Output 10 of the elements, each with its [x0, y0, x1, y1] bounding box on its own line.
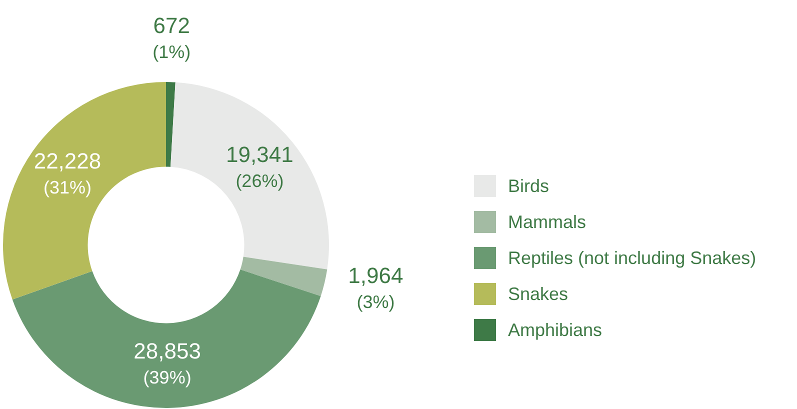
- legend-label: Mammals: [508, 212, 586, 232]
- legend-label: Birds: [508, 176, 550, 196]
- legend-label: Amphibians: [508, 320, 602, 340]
- data-label: 19,341 (26%): [226, 142, 294, 191]
- data-label: 1,964 (3%): [348, 262, 404, 312]
- data-label: 28,853 (39%): [134, 338, 201, 388]
- legend-label: Snakes: [508, 284, 568, 304]
- data-label: 672 (1%): [152, 13, 191, 62]
- data-label: 22,228 (31%): [34, 148, 102, 198]
- legend-label: Reptiles (not including Snakes): [508, 248, 756, 268]
